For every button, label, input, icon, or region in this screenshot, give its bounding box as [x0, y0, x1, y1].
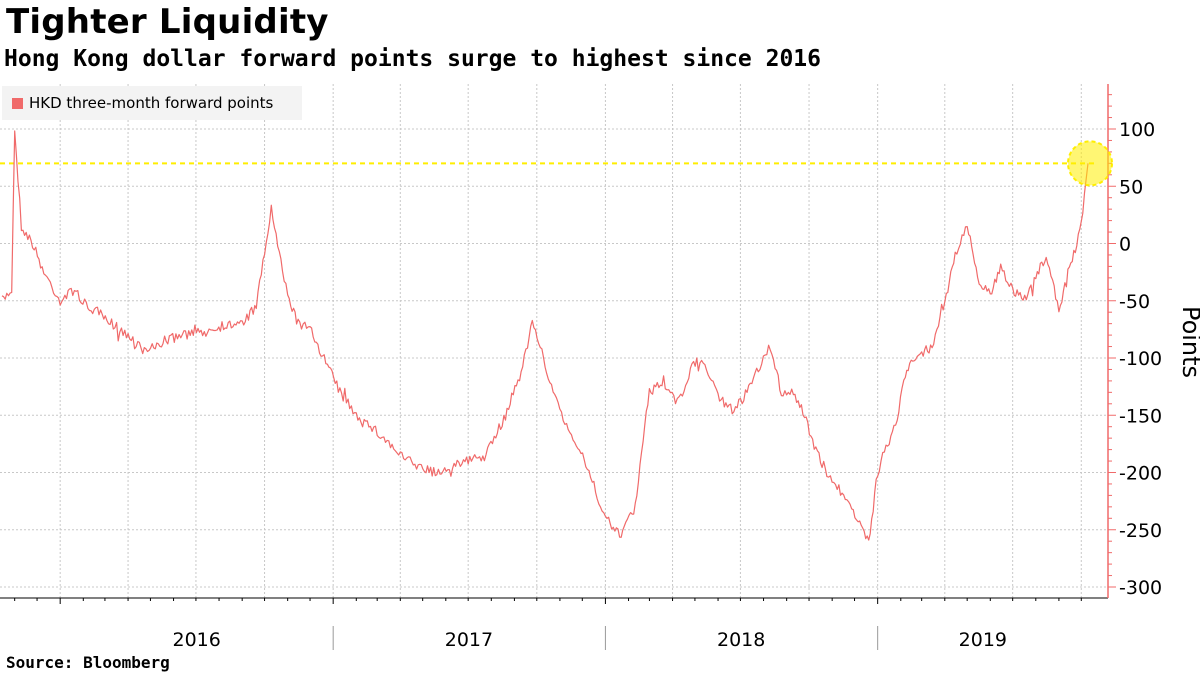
y-tick-label: -100 — [1119, 348, 1162, 370]
y-tick-label: 0 — [1119, 234, 1131, 256]
x-tick-label: 2019 — [959, 629, 1007, 651]
y-axis-label: Points — [1177, 306, 1200, 378]
y-tick-label: -200 — [1119, 463, 1162, 485]
highlight-circle — [1067, 140, 1113, 187]
x-tick-label: 2016 — [172, 629, 220, 651]
y-tick-label: -300 — [1119, 577, 1162, 599]
y-tick-label: -150 — [1119, 405, 1162, 427]
legend-label: HKD three-month forward points — [29, 94, 274, 112]
y-tick-label: -250 — [1119, 520, 1162, 542]
series-line — [1, 130, 1089, 541]
y-tick-label: 50 — [1119, 176, 1143, 198]
y-tick-label: 100 — [1119, 119, 1155, 141]
x-tick-label: 2018 — [717, 629, 765, 651]
x-tick-label: 2017 — [445, 629, 493, 651]
chart-legend: HKD three-month forward points — [2, 86, 302, 120]
chart-title: Tighter Liquidity — [6, 2, 329, 42]
chart-subtitle: Hong Kong dollar forward points surge to… — [4, 46, 821, 72]
source-note: Source: Bloomberg — [6, 653, 170, 672]
legend-swatch — [12, 97, 23, 109]
y-tick-label: -50 — [1119, 291, 1150, 313]
